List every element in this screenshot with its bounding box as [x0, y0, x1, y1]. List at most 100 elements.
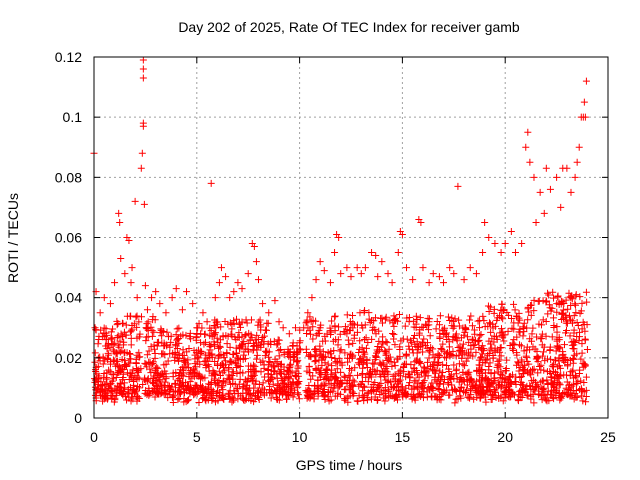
data-point [354, 359, 362, 367]
data-point [390, 394, 398, 402]
data-point [557, 203, 565, 211]
data-point [189, 300, 197, 308]
data-point [582, 288, 590, 296]
data-point [411, 358, 419, 366]
data-point [303, 349, 311, 356]
data-point [425, 354, 433, 362]
data-point [269, 380, 277, 388]
data-point [312, 331, 320, 339]
data-point [347, 273, 355, 281]
data-point [386, 392, 394, 400]
data-point [148, 294, 156, 302]
data-point [360, 397, 368, 405]
data-point [460, 331, 468, 339]
data-point [142, 377, 150, 385]
data-point [353, 264, 361, 272]
data-point [435, 273, 443, 281]
data-point [500, 375, 508, 383]
data-point [497, 249, 505, 257]
data-point [572, 292, 580, 300]
data-point [546, 185, 554, 193]
data-point [378, 314, 386, 322]
data-point [288, 369, 296, 377]
data-point [222, 332, 230, 340]
data-point [515, 391, 523, 399]
data-point [481, 369, 489, 377]
data-point [229, 351, 237, 359]
data-point [153, 342, 161, 350]
data-point [533, 381, 541, 389]
data-point [226, 294, 234, 302]
data-point [566, 332, 574, 340]
data-point [481, 218, 489, 226]
data-point [94, 340, 102, 348]
data-point [549, 314, 557, 322]
data-point [499, 315, 507, 323]
data-point [296, 337, 304, 345]
data-point [333, 379, 341, 387]
data-point [389, 319, 397, 327]
data-point [520, 347, 528, 355]
data-point [526, 382, 534, 390]
data-point [391, 315, 399, 323]
data-point [519, 332, 527, 340]
data-point [147, 343, 155, 351]
data-point [497, 352, 505, 360]
data-point [582, 373, 590, 381]
data-point [557, 297, 565, 305]
data-point [504, 327, 512, 335]
data-point [362, 344, 370, 352]
data-point [335, 234, 343, 241]
data-point [434, 362, 442, 370]
data-point [418, 339, 426, 347]
x-tick-label: 10 [292, 429, 308, 445]
x-tick-label: 15 [395, 429, 411, 445]
data-point [573, 158, 581, 166]
data-point [201, 374, 209, 382]
data-point [133, 312, 141, 320]
data-point [143, 351, 151, 359]
data-point [254, 336, 262, 344]
data-point [565, 381, 573, 389]
data-points [90, 56, 591, 407]
data-point [410, 384, 418, 392]
data-point [574, 321, 582, 329]
data-point [394, 249, 402, 257]
data-point [195, 354, 203, 362]
data-point [140, 200, 148, 208]
data-point [362, 334, 370, 342]
data-point [530, 385, 538, 393]
data-point [330, 347, 338, 355]
data-point [563, 378, 571, 386]
data-point [207, 341, 215, 349]
data-point [405, 342, 413, 350]
data-point [518, 240, 526, 248]
data-point [350, 321, 358, 329]
data-point [105, 385, 113, 393]
data-point [206, 346, 214, 354]
data-point [257, 358, 265, 366]
x-tick-label: 0 [90, 429, 98, 445]
data-point [252, 258, 260, 266]
data-point [126, 383, 134, 391]
data-point [115, 343, 123, 351]
data-point [429, 270, 437, 278]
data-point [172, 285, 180, 293]
data-point [484, 302, 492, 310]
data-point [471, 341, 479, 349]
data-point [582, 392, 590, 400]
data-point [357, 270, 365, 278]
data-point [217, 264, 225, 272]
data-point [580, 379, 588, 387]
data-point [467, 312, 475, 320]
data-point [139, 65, 147, 73]
data-point [426, 332, 434, 340]
data-point [174, 335, 182, 343]
data-point [271, 297, 279, 305]
data-point [102, 336, 110, 344]
data-point [485, 308, 493, 316]
data-point [571, 389, 579, 397]
data-point [459, 368, 467, 376]
data-point [380, 361, 388, 369]
data-point [307, 351, 315, 359]
